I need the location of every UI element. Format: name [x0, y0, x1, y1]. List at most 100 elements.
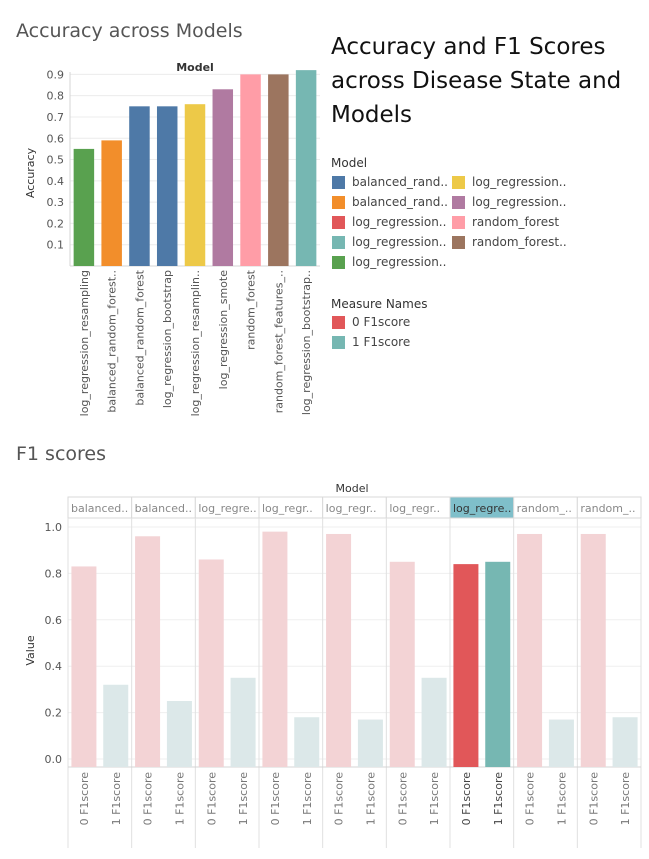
f1-x-tick-label: 0 F1score [142, 772, 155, 826]
f1-x-tick-label: 0 F1score [78, 772, 91, 826]
measure-legend-item[interactable]: 0 F1score [332, 314, 410, 330]
model-legend-item[interactable]: random_forest.. [452, 234, 567, 250]
accuracy-bar [73, 148, 95, 266]
accuracy-x-tick-label: random_forest [245, 269, 258, 350]
legend-label: log_regression.. [352, 235, 447, 249]
legend-label: log_regression.. [472, 175, 567, 189]
f1-y-axis-label: Value [24, 635, 37, 665]
accuracy-bar [268, 74, 289, 266]
accuracy-y-tick-label: 0.5 [47, 154, 65, 167]
f1-panel-header-label: log_regr.. [326, 502, 377, 515]
f1-x-tick-label: 1 F1score [364, 772, 377, 826]
accuracy-bar [295, 70, 317, 267]
legend-label: random_forest [472, 215, 560, 229]
f1-x-tick-label: 1 F1score [173, 772, 186, 826]
f1-x-tick-label: 0 F1score [524, 772, 537, 826]
accuracy-y-tick-label: 0.3 [47, 196, 65, 209]
accuracy-y-tick-label: 0.4 [47, 175, 65, 188]
accuracy-x-tick-label: random_forest_features_.. [272, 270, 285, 413]
f1-bar [421, 677, 447, 767]
legend-swatch [332, 255, 345, 269]
model-legend-item[interactable]: log_regression.. [332, 254, 446, 270]
f1-x-tick-label: 1 F1score [301, 772, 314, 826]
f1-bar [485, 561, 511, 767]
accuracy-x-tick-label: log_regression_bootstrap [161, 270, 174, 408]
model-legend-item[interactable]: random_forest [452, 214, 559, 230]
accuracy-x-tick-label: log_regression_resamplin.. [189, 270, 202, 416]
accuracy-y-axis-label: Accuracy [24, 147, 37, 198]
f1-x-tick-label: 0 F1score [396, 772, 409, 826]
legend-label: log_regression.. [352, 215, 447, 229]
model-legend-item[interactable]: balanced_rand.. [332, 174, 448, 190]
f1-bar [71, 566, 97, 767]
f1-header: Model [335, 482, 368, 495]
accuracy-y-tick-label: 0.7 [47, 111, 65, 124]
accuracy-chart-title: Accuracy across Models [16, 20, 243, 42]
accuracy-header: Model [176, 61, 214, 74]
legend-swatch [332, 175, 345, 189]
legend-swatch [452, 215, 465, 229]
legend-swatch [332, 315, 345, 329]
accuracy-x-tick-label: balanced_random_forest.. [106, 270, 119, 413]
accuracy-y-tick-label: 0.1 [47, 239, 65, 252]
legend-swatch [332, 335, 345, 349]
f1-y-tick-label: 0.0 [45, 753, 63, 766]
legend-swatch [332, 235, 345, 249]
f1-panel-header-label: log_regre.. [453, 502, 511, 515]
f1-panel-header-label: random_.. [580, 502, 635, 515]
f1-bar [326, 533, 352, 767]
accuracy-bar [101, 140, 122, 266]
f1-bar [389, 561, 415, 767]
f1-y-tick-label: 0.4 [45, 660, 63, 673]
f1-bar [294, 717, 320, 767]
accuracy-x-tick-label: log_regression_smote [217, 270, 230, 390]
f1-bar [166, 701, 192, 767]
legend-label: balanced_rand.. [352, 195, 448, 209]
accuracy-x-tick-label: balanced_random_forest [133, 269, 146, 405]
legend-swatch [332, 215, 345, 229]
f1-bar [230, 677, 256, 767]
model-legend-title: Model [331, 156, 368, 170]
f1-x-tick-label: 1 F1score [110, 772, 123, 826]
f1-x-tick-label: 0 F1score [269, 772, 282, 826]
f1-panel-header-label: log_regr.. [262, 502, 313, 515]
model-legend-item[interactable]: log_regression.. [332, 214, 446, 230]
legend-label: random_forest.. [472, 235, 567, 249]
accuracy-x-tick-label: log_regression_resampling [78, 270, 91, 416]
f1-bar [548, 719, 574, 767]
f1-x-tick-label: 1 F1score [237, 772, 250, 826]
f1-x-tick-label: 1 F1score [492, 772, 505, 826]
f1-bar [453, 564, 479, 767]
accuracy-y-tick-label: 0.9 [47, 68, 65, 81]
f1-panel-header-label: balanced.. [135, 502, 192, 515]
accuracy-bar [184, 104, 206, 267]
accuracy-bar [156, 106, 178, 267]
legend-swatch [452, 175, 465, 189]
f1-x-tick-label: 1 F1score [555, 772, 568, 826]
f1-x-tick-label: 0 F1score [205, 772, 218, 826]
model-legend-item[interactable]: balanced_rand.. [332, 194, 448, 210]
f1-y-tick-label: 0.8 [45, 567, 63, 580]
measure-legend-title: Measure Names [331, 297, 428, 311]
accuracy-bar [212, 89, 234, 267]
model-legend-item[interactable]: log_regression.. [452, 194, 566, 210]
f1-x-tick-label: 0 F1score [333, 772, 346, 826]
f1-y-tick-label: 0.2 [45, 707, 63, 720]
legend-label: 1 F1score [352, 335, 411, 349]
f1-panel-header-label: balanced.. [71, 502, 128, 515]
f1-bar [580, 533, 606, 767]
f1-y-tick-label: 0.6 [45, 614, 63, 627]
f1-x-tick-label: 0 F1score [587, 772, 600, 826]
legend-swatch [452, 195, 465, 209]
measure-legend-item[interactable]: 1 F1score [332, 334, 410, 350]
accuracy-y-tick-label: 0.8 [47, 90, 65, 103]
f1-bar [612, 717, 638, 767]
legend-label: balanced_rand.. [352, 175, 448, 189]
legend-label: log_regression.. [352, 255, 447, 269]
model-legend-item[interactable]: log_regression.. [332, 234, 446, 250]
accuracy-y-tick-label: 0.6 [47, 132, 65, 145]
legend-label: 0 F1score [352, 315, 411, 329]
model-legend-item[interactable]: log_regression.. [452, 174, 566, 190]
f1-panel-header-label: log_regre.. [198, 502, 256, 515]
